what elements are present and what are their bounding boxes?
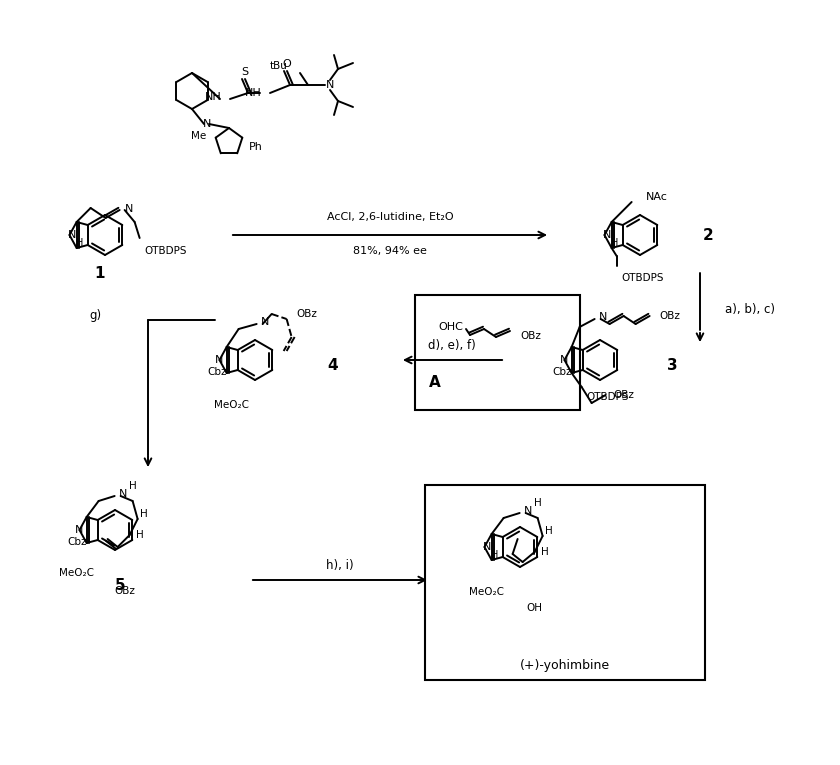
Text: tBu: tBu <box>270 61 288 71</box>
Text: MeO₂C: MeO₂C <box>469 587 504 597</box>
Text: N: N <box>202 119 211 129</box>
Text: OHC: OHC <box>438 322 463 332</box>
Text: OBz: OBz <box>659 311 680 321</box>
Text: a), b), c): a), b), c) <box>725 302 775 315</box>
Text: 4: 4 <box>328 357 339 373</box>
Text: H: H <box>139 509 148 519</box>
Text: OTBDPS: OTBDPS <box>586 392 629 402</box>
Text: H: H <box>545 526 553 536</box>
Text: N: N <box>260 317 269 327</box>
Text: NAc: NAc <box>646 192 668 202</box>
Text: (+)-yohimbine: (+)-yohimbine <box>520 659 610 672</box>
Text: A: A <box>429 375 441 389</box>
Text: OBz: OBz <box>114 586 135 596</box>
Text: N: N <box>215 355 223 365</box>
Text: Ph: Ph <box>249 142 263 152</box>
Text: OBz: OBz <box>297 309 318 319</box>
Text: N: N <box>118 489 127 499</box>
Text: OBz: OBz <box>520 331 541 341</box>
Text: OTBDPS: OTBDPS <box>144 246 187 256</box>
Text: g): g) <box>89 308 101 321</box>
Text: OBz: OBz <box>614 390 634 400</box>
Text: H: H <box>611 238 618 248</box>
Text: NH: NH <box>245 88 262 98</box>
Text: Cbz: Cbz <box>207 367 228 377</box>
Text: OTBDPS: OTBDPS <box>622 273 664 283</box>
Text: MeO₂C: MeO₂C <box>59 568 94 578</box>
Text: MeO₂C: MeO₂C <box>214 400 249 410</box>
Text: OH: OH <box>527 603 543 613</box>
Text: N: N <box>560 355 569 365</box>
Text: NH: NH <box>205 92 222 102</box>
Bar <box>425 485 705 680</box>
Text: S: S <box>241 67 249 77</box>
Text: O: O <box>282 59 291 69</box>
Text: N: N <box>599 312 607 322</box>
Text: N: N <box>68 230 76 240</box>
Text: H: H <box>76 238 83 248</box>
Text: h), i): h), i) <box>326 558 354 571</box>
Bar <box>415 295 580 410</box>
Text: H: H <box>129 481 137 491</box>
Text: AcCl, 2,6-lutidine, Et₂O: AcCl, 2,6-lutidine, Et₂O <box>327 212 454 222</box>
Text: 5: 5 <box>115 578 125 593</box>
Text: N: N <box>76 525 84 535</box>
Text: N: N <box>326 80 334 90</box>
Text: Me: Me <box>192 131 207 141</box>
Text: d), e), f): d), e), f) <box>428 338 476 351</box>
Text: H: H <box>491 550 498 560</box>
Text: H: H <box>136 530 144 540</box>
Text: N: N <box>124 204 133 214</box>
Text: 2: 2 <box>702 227 713 243</box>
Text: H: H <box>533 498 542 508</box>
Text: H: H <box>541 547 549 557</box>
Text: 81%, 94% ee: 81%, 94% ee <box>353 246 427 256</box>
Text: N: N <box>603 230 612 240</box>
Text: Cbz: Cbz <box>553 367 572 377</box>
Text: Cbz: Cbz <box>68 537 87 547</box>
Text: N: N <box>483 542 491 552</box>
Text: 3: 3 <box>667 357 677 373</box>
Text: N: N <box>523 506 532 516</box>
Text: 1: 1 <box>95 265 105 281</box>
